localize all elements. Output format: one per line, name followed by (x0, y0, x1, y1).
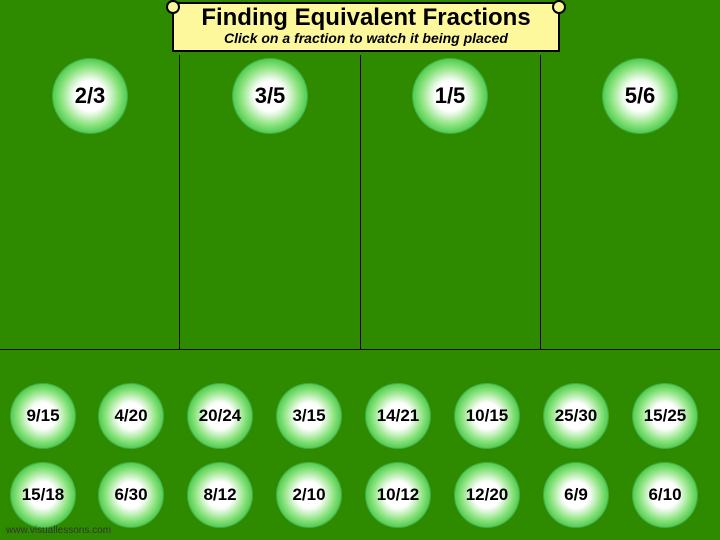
fraction-label: 6/30 (114, 485, 147, 505)
fraction-bubble-row1-7[interactable]: 15/25 (632, 383, 698, 449)
fraction-label: 2/10 (292, 485, 325, 505)
title-banner: Finding Equivalent Fractions Click on a … (172, 2, 560, 52)
footer-link[interactable]: www.visuallessons.com (6, 525, 111, 536)
page-subtitle: Click on a fraction to watch it being pl… (174, 31, 558, 46)
fraction-label: 15/18 (22, 485, 65, 505)
fraction-label: 3/5 (255, 83, 286, 109)
fraction-label: 4/20 (114, 406, 147, 426)
scroll-cap-right (552, 0, 566, 14)
fraction-label: 6/10 (648, 485, 681, 505)
fraction-bubble-row1-4[interactable]: 14/21 (365, 383, 431, 449)
fraction-label: 3/15 (292, 406, 325, 426)
column-header-bubble-3[interactable]: 5/6 (602, 58, 678, 134)
fraction-label: 20/24 (199, 406, 242, 426)
fraction-bubble-row1-5[interactable]: 10/15 (454, 383, 520, 449)
fraction-bubble-row2-3[interactable]: 2/10 (276, 462, 342, 528)
fraction-label: 2/3 (75, 83, 106, 109)
fraction-label: 12/20 (466, 485, 509, 505)
column-header-bubble-0[interactable]: 2/3 (52, 58, 128, 134)
fraction-label: 6/9 (564, 485, 588, 505)
fraction-bubble-row2-2[interactable]: 8/12 (187, 462, 253, 528)
column-header-bubble-1[interactable]: 3/5 (232, 58, 308, 134)
fraction-bubble-row1-0[interactable]: 9/15 (10, 383, 76, 449)
fraction-label: 8/12 (203, 485, 236, 505)
fraction-label: 10/15 (466, 406, 509, 426)
fraction-label: 14/21 (377, 406, 420, 426)
columns-underline (0, 349, 720, 350)
fraction-bubble-row2-6[interactable]: 6/9 (543, 462, 609, 528)
fraction-label: 1/5 (435, 83, 466, 109)
fraction-label: 10/12 (377, 485, 420, 505)
fraction-label: 5/6 (625, 83, 656, 109)
fraction-bubble-row1-6[interactable]: 25/30 (543, 383, 609, 449)
fraction-label: 15/25 (644, 406, 687, 426)
fraction-bubble-row2-1[interactable]: 6/30 (98, 462, 164, 528)
fraction-bubble-row2-4[interactable]: 10/12 (365, 462, 431, 528)
fraction-bubble-row1-2[interactable]: 20/24 (187, 383, 253, 449)
fraction-label: 25/30 (555, 406, 598, 426)
fraction-bubble-row1-3[interactable]: 3/15 (276, 383, 342, 449)
fraction-bubble-row1-1[interactable]: 4/20 (98, 383, 164, 449)
page-title: Finding Equivalent Fractions (174, 4, 558, 31)
fraction-bubble-row2-0[interactable]: 15/18 (10, 462, 76, 528)
column-header-bubble-2[interactable]: 1/5 (412, 58, 488, 134)
fraction-label: 9/15 (26, 406, 59, 426)
fraction-bubble-row2-5[interactable]: 12/20 (454, 462, 520, 528)
fraction-bubble-row2-7[interactable]: 6/10 (632, 462, 698, 528)
scroll-cap-left (166, 0, 180, 14)
